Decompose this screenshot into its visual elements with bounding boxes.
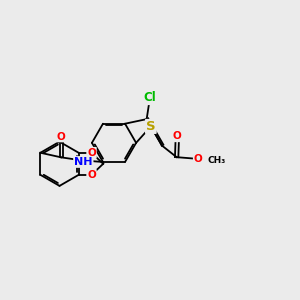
Text: O: O	[173, 131, 182, 141]
Text: CH₃: CH₃	[208, 156, 226, 165]
Text: NH: NH	[74, 157, 93, 167]
Text: O: O	[194, 154, 203, 164]
Text: Cl: Cl	[143, 91, 156, 104]
Text: S: S	[146, 120, 156, 133]
Text: O: O	[87, 170, 96, 180]
Text: O: O	[57, 131, 66, 142]
Text: O: O	[87, 148, 96, 158]
